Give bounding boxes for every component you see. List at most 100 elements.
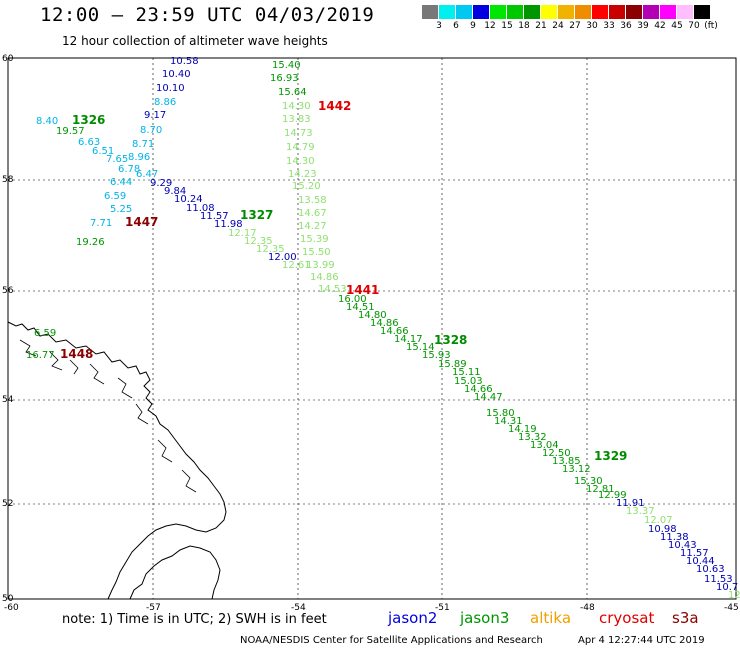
colorbar-label: 24: [552, 21, 564, 31]
colorbar-label: 18: [518, 21, 530, 31]
wave-height-label: 13.04: [530, 440, 559, 451]
wave-height-label: 15.14: [406, 342, 435, 353]
wave-height-label: 14.53: [318, 284, 347, 295]
lon-label-57: -57: [146, 603, 161, 613]
wave-height-label: 14.66: [380, 326, 409, 337]
wave-height-label: 12.99: [598, 490, 627, 501]
wave-height-label: 13.12: [562, 464, 591, 475]
legend-jason2: jason2: [388, 609, 438, 627]
wave-height-label: 19.57: [56, 126, 85, 137]
wave-height-label: 6.51: [92, 146, 114, 157]
wave-height-label: 13.32: [518, 432, 547, 443]
lat-label-56: 56: [2, 286, 14, 296]
wave-height-label: 8.71: [132, 139, 154, 150]
colorbar-swatch: [575, 5, 592, 19]
wave-height-label: 13.85: [552, 456, 581, 467]
wave-height-label: 14.47: [474, 392, 503, 403]
wave-height-label: 12.81: [586, 484, 615, 495]
colorbar-swatch: [422, 5, 439, 19]
wave-height-label: 12.07: [644, 515, 673, 526]
wave-height-label: 8.40: [36, 116, 58, 127]
wave-height-label: 14.73: [284, 128, 313, 139]
wave-height-label: 15.11: [452, 367, 481, 378]
wave-height-label: 14.80: [358, 310, 387, 321]
lat-label-52: 52: [2, 499, 13, 509]
colorbar-swatch: [643, 5, 660, 19]
wave-height-label: 12: [728, 590, 740, 601]
wave-height-label: 19.26: [76, 237, 105, 248]
colorbar-label: 27: [569, 21, 581, 31]
pass-label-1441: 1441: [346, 283, 379, 297]
colorbar-label: 39: [637, 21, 649, 31]
wave-height-label: 15.64: [278, 87, 307, 98]
wave-height-label: 11.98: [214, 219, 243, 230]
colorbar-label: 3: [436, 21, 442, 31]
wave-height-label: 5.25: [110, 204, 132, 215]
wave-height-label: 15.40: [272, 60, 301, 71]
wave-height-label: 14.17: [394, 334, 423, 345]
colorbar-label: 42: [654, 21, 666, 31]
wave-height-label: 13.99: [306, 260, 335, 271]
colorbar-swatch: [592, 5, 609, 19]
wave-height-label: 15.89: [438, 359, 467, 370]
pass-label-1329: 1329: [594, 449, 627, 463]
wave-height-label: 6.44: [110, 177, 132, 188]
wave-height-label: 9.84: [164, 186, 186, 197]
colorbar-label: 33: [603, 21, 615, 31]
colorbar-label: 12: [484, 21, 496, 31]
wave-height-label: 10.24: [174, 194, 203, 205]
wave-height-label: 12.17: [228, 228, 257, 239]
pass-label-1442: 1442: [318, 99, 351, 113]
wave-height-label: 11.08: [186, 203, 215, 214]
map-title: 12:00 – 23:59 UTC 04/03/2019: [40, 4, 375, 26]
labrador-coastline: [7, 321, 227, 600]
wave-height-label: 8.86: [154, 97, 176, 108]
colorbar-label: (ft): [704, 21, 718, 31]
wave-height-readings: 8.40 6.636.517.656.78 6.44 6.59 5.25 7.71 19.5…: [26, 56, 740, 601]
wave-height-label: 11.57: [200, 211, 229, 222]
wave-height-label: 16.00: [338, 294, 367, 305]
colorbar-label: 30: [586, 21, 598, 31]
lon-label-51: -51: [435, 603, 450, 613]
legend-altika: altika: [530, 609, 572, 627]
wave-height-label: 14.51: [346, 302, 375, 313]
wave-height-label: 10.44: [686, 556, 715, 567]
wave-height-label: 14.86: [370, 318, 399, 329]
colorbar-swatch: [541, 5, 558, 19]
legend-jason3: jason3: [460, 609, 510, 627]
colorbar-swatch: [660, 5, 677, 19]
colorbar-swatch: [524, 5, 541, 19]
lat-label-50: 50: [2, 594, 14, 604]
colorbar-swatch: [490, 5, 507, 19]
wave-height-label: 14.19: [508, 424, 537, 435]
colorbar-swatch: [507, 5, 524, 19]
wave-height-label: 9.17: [144, 110, 166, 121]
wave-height-label: 10.7: [716, 582, 738, 593]
wave-height-label: 14.30: [286, 156, 315, 167]
wave-height-label: 6.59: [34, 328, 56, 339]
pass-label-1326: 1326: [72, 113, 105, 127]
wave-height-label: 10.58: [170, 56, 199, 67]
wave-height-label: 14.67: [298, 208, 327, 219]
wave-height-label: 11.57: [680, 548, 709, 559]
wave-height-label: 8.96: [128, 152, 150, 163]
colorbar-label: 15: [501, 21, 513, 31]
wave-height-label: 6.78: [118, 164, 140, 175]
lon-label-60: -60: [4, 603, 19, 613]
colorbar-swatch: [626, 5, 643, 19]
map-frame: [7, 57, 737, 600]
wave-height-label: 8.70: [140, 125, 162, 136]
wave-height-label: 15.80: [486, 408, 515, 419]
wave-height-label: 12.35: [244, 236, 273, 247]
wave-height-label: 11.91: [616, 498, 645, 509]
colorbar-swatch: [609, 5, 626, 19]
pass-label-1448: 1448: [60, 347, 93, 361]
wave-height-label: 15.30: [574, 476, 603, 487]
wave-height-label: 15.50: [302, 247, 331, 258]
wave-height-label: 14.79: [286, 142, 315, 153]
wave-height-label: 12.00: [268, 252, 297, 263]
colorbar-swatch: [456, 5, 473, 19]
lon-label-54: -54: [291, 603, 306, 613]
wave-height-label: 10.10: [156, 83, 185, 94]
colorbar-swatch: [558, 5, 575, 19]
